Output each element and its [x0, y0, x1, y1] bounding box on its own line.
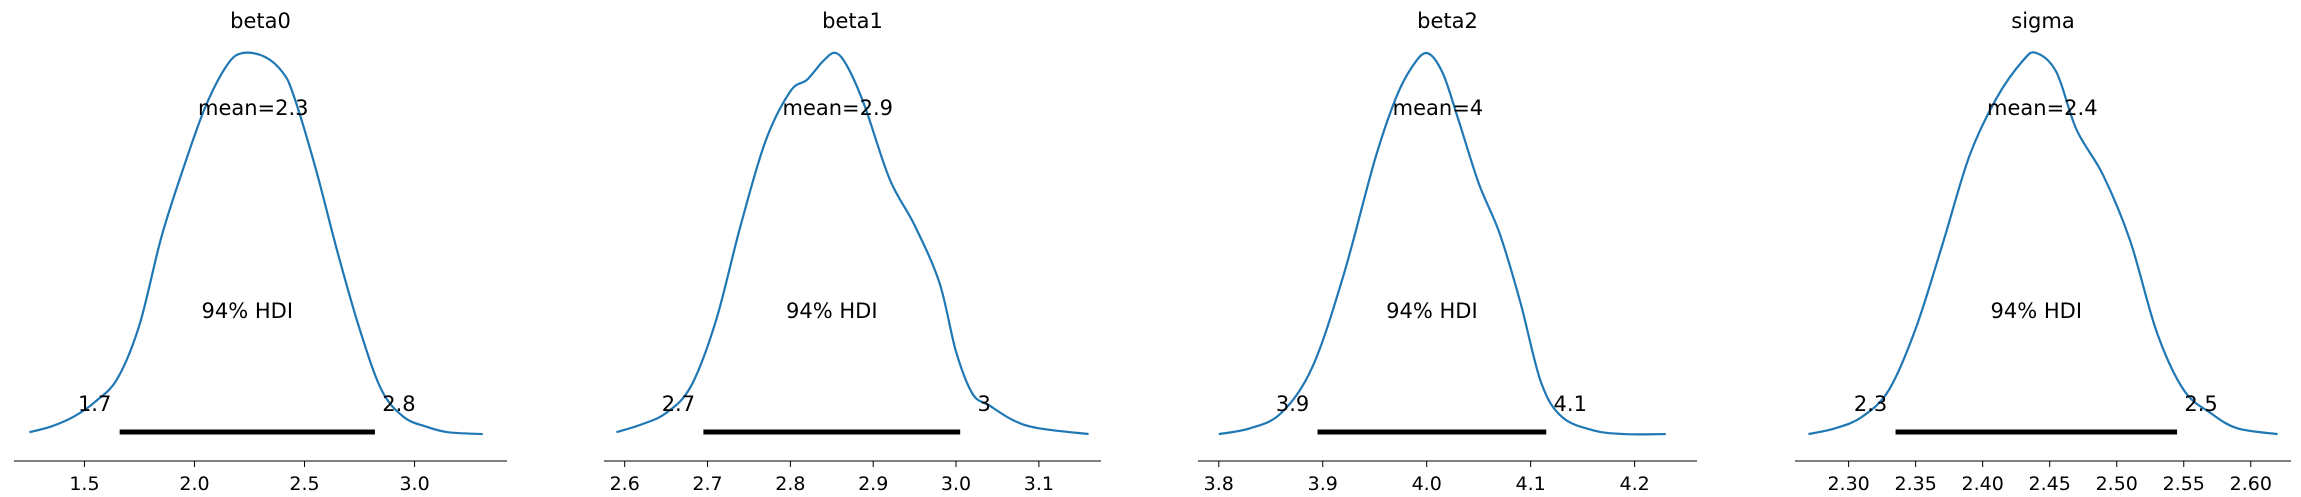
hdi-low-label: 3.9 [1276, 392, 1309, 416]
hdi-label: 94% HDI [1386, 299, 1478, 323]
x-tick-label: 2.30 [1827, 473, 1869, 495]
x-tick-label: 2.5 [289, 473, 319, 495]
x-tick-label: 4.1 [1516, 473, 1546, 495]
mean-label: mean=2.9 [783, 96, 894, 120]
mean-label: mean=2.4 [1987, 96, 2098, 120]
hdi-high-label: 2.8 [382, 392, 415, 416]
x-tick-label: 2.45 [2029, 473, 2071, 495]
x-tick-label: 2.50 [2096, 473, 2138, 495]
panel-title: beta2 [1417, 9, 1478, 33]
hdi-low-label: 2.3 [1854, 392, 1887, 416]
x-tick-label: 3.8 [1204, 473, 1234, 495]
hdi-label: 94% HDI [1991, 299, 2083, 323]
panel-beta2: beta2 mean=4 94% HDI 3.9 4.1 3.8 3.9 4.0 4.1 4.2 [1198, 9, 1697, 495]
density-line-beta0 [29, 51, 483, 436]
x-tick-label: 4.2 [1620, 473, 1650, 495]
density-line-sigma [1808, 51, 2278, 436]
panel-title: beta1 [822, 9, 883, 33]
hdi-high-label: 3 [977, 392, 990, 416]
x-tick-label: 1.5 [69, 473, 99, 495]
x-tick-label: 3.0 [399, 473, 429, 495]
x-tick-label: 2.9 [858, 473, 888, 495]
panel-title: sigma [2011, 9, 2074, 33]
x-tick-label: 2.35 [1894, 473, 1936, 495]
hdi-low-label: 2.7 [662, 392, 695, 416]
mean-label: mean=2.3 [198, 96, 309, 120]
x-tick-label: 3.9 [1308, 473, 1338, 495]
x-tick-label: 3.0 [941, 473, 971, 495]
x-tick-label: 2.8 [775, 473, 805, 495]
x-tick-label: 3.1 [1024, 473, 1054, 495]
hdi-label: 94% HDI [202, 299, 294, 323]
x-tick-label: 2.6 [610, 473, 640, 495]
panel-sigma: sigma mean=2.4 94% HDI 2.3 2.5 2.30 2.35 2.40 2.… [1795, 9, 2291, 495]
mean-label: mean=4 [1393, 96, 1484, 120]
x-tick-label: 2.60 [2230, 473, 2272, 495]
x-tick-label: 2.7 [692, 473, 722, 495]
panel-title: beta0 [230, 9, 291, 33]
x-tick-label: 2.40 [1962, 473, 2004, 495]
hdi-high-label: 2.5 [2184, 392, 2217, 416]
hdi-label: 94% HDI [786, 299, 878, 323]
panel-beta1: beta1 mean=2.9 94% HDI 2.7 3 2.6 2.7 2.8 2.9 3.0 3… [604, 9, 1101, 495]
panel-beta0: beta0 mean=2.3 94% HDI 1.7 2.8 1.5 2.0 2.5 3.0 [14, 9, 507, 495]
x-tick-label: 2.55 [2163, 473, 2205, 495]
hdi-high-label: 4.1 [1554, 392, 1587, 416]
x-tick-label: 2.0 [179, 473, 209, 495]
hdi-low-label: 1.7 [78, 392, 111, 416]
x-tick-label: 4.0 [1412, 473, 1442, 495]
density-line-beta1 [616, 51, 1089, 436]
density-line-beta2 [1218, 51, 1666, 436]
